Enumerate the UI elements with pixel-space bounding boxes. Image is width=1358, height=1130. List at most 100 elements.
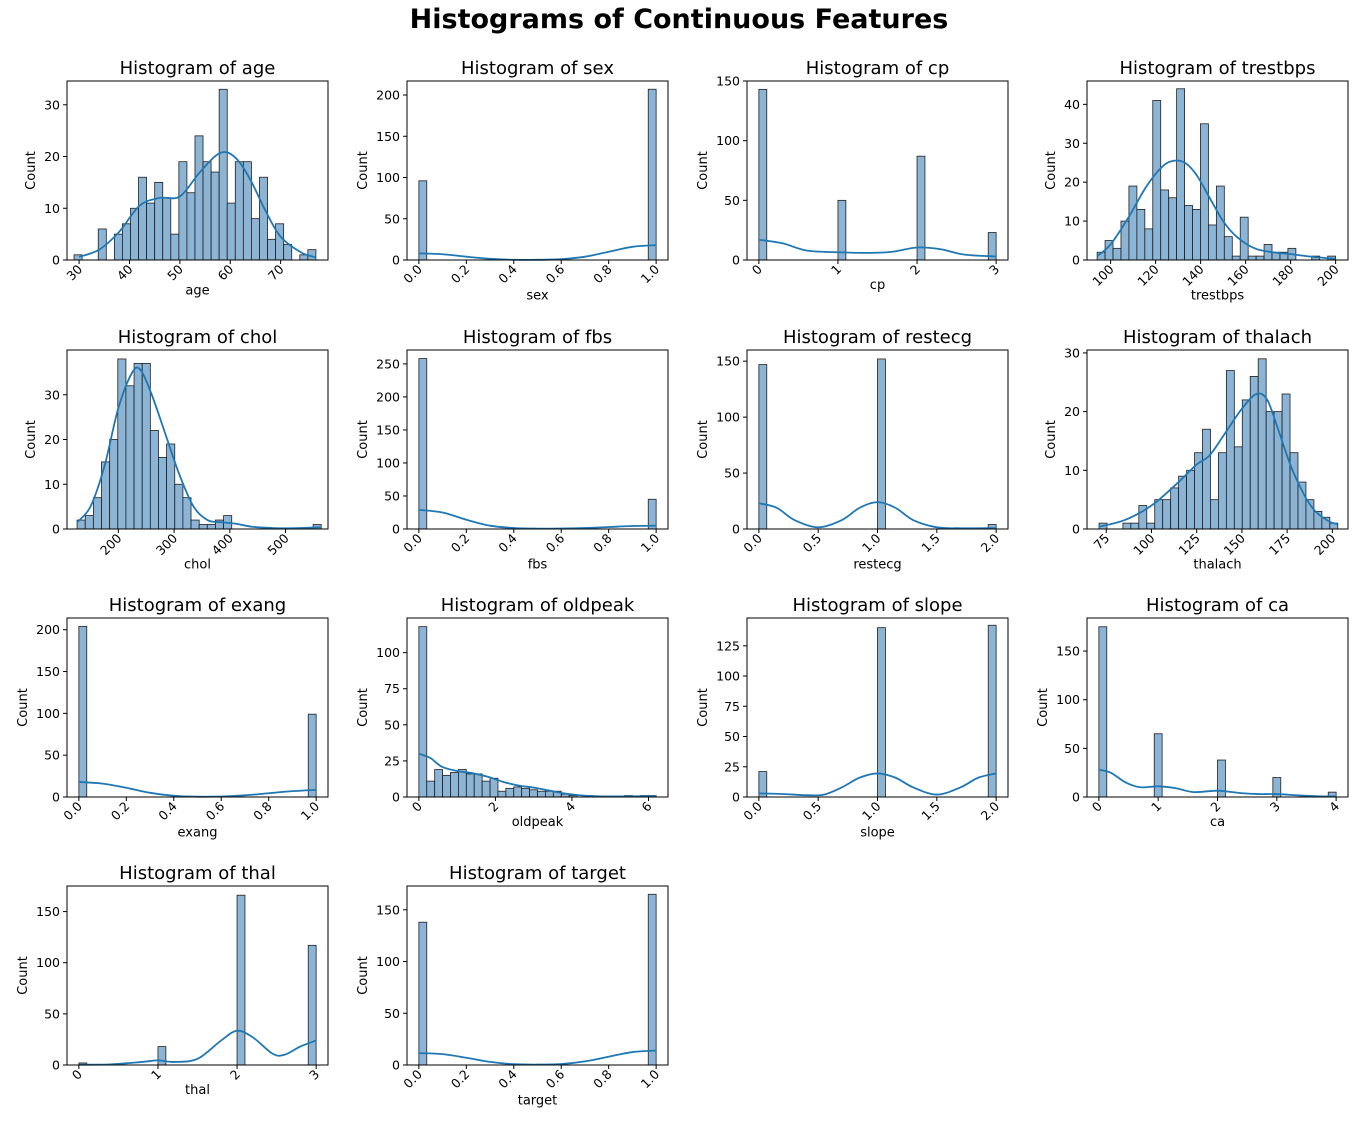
histogram-bar — [458, 769, 467, 798]
x-axis-label: ca — [1210, 815, 1225, 830]
histogram-bar — [226, 202, 236, 261]
y-tick-label: 0 — [52, 790, 60, 805]
x-tick-label: 0.2 — [448, 1067, 473, 1092]
subplot-title: Histogram of cp — [806, 58, 950, 79]
y-tick-label: 0 — [52, 522, 60, 537]
x-tick-label: 1.5 — [918, 799, 943, 824]
kde-line — [418, 752, 657, 798]
bars — [758, 88, 997, 261]
histogram-bar — [223, 515, 233, 530]
histogram-bar — [1281, 393, 1291, 530]
histogram-bar — [1176, 88, 1185, 261]
y-tick-label: 100 — [36, 706, 60, 721]
y-tick-label: 200 — [36, 622, 60, 637]
kde-line — [1096, 159, 1336, 260]
histogram-bar — [529, 789, 538, 798]
histogram-bar — [568, 795, 578, 798]
x-tick-label: 0.0 — [400, 1066, 425, 1091]
histogram-bar — [154, 181, 164, 261]
histogram-bar — [987, 624, 997, 798]
x-tick-label: 1.5 — [918, 531, 943, 556]
histogram-bar — [1239, 216, 1249, 261]
x-axis-label: thal — [185, 1083, 210, 1098]
x-tick-label: 100 — [1089, 261, 1117, 289]
histogram-bar — [194, 135, 204, 261]
kde-line — [76, 366, 322, 530]
bars — [418, 88, 657, 261]
histogram-bar — [122, 223, 131, 261]
histogram-bar — [275, 223, 285, 261]
x-tick-label: 0.0 — [740, 798, 765, 823]
histogram-bar — [1154, 499, 1164, 530]
x-tick-label: 200 — [1314, 261, 1342, 289]
x-tick-label: 500 — [264, 530, 292, 558]
x-tick-label: 200 — [1311, 530, 1339, 558]
y-tick-label: 50 — [384, 1006, 400, 1021]
y-tick-label: 150 — [1056, 644, 1080, 659]
subplot-title: Histogram of chol — [118, 327, 278, 348]
x-tick-label: 0 — [1089, 798, 1105, 814]
y-axis-label: Count — [356, 420, 371, 459]
histogram-bar — [505, 787, 515, 798]
y-tick-label: 100 — [716, 133, 740, 148]
histogram-bar — [647, 795, 657, 798]
kde-line — [758, 772, 997, 797]
histogram-bar — [117, 358, 127, 530]
x-tick-label: 125 — [1175, 531, 1202, 558]
axes-frame — [1086, 349, 1349, 530]
axes-frame — [406, 617, 669, 798]
histogram-bar — [1178, 475, 1187, 530]
histogram-bar — [647, 893, 657, 1066]
histogram-bar — [133, 363, 143, 530]
x-tick-label: 0.4 — [495, 1066, 520, 1091]
histogram-bar — [877, 627, 886, 798]
histogram-bar — [210, 171, 220, 261]
histogram-bar — [521, 787, 530, 798]
x-tick-label: 0.0 — [740, 530, 765, 555]
histogram-bar — [236, 894, 246, 1066]
kde-line — [418, 1049, 657, 1066]
y-axis-label: Count — [356, 688, 371, 727]
y-tick-label: 100 — [376, 954, 400, 969]
x-tick-label: 0.0 — [60, 798, 85, 823]
histogram-bar — [877, 358, 886, 530]
bars — [758, 358, 997, 530]
histogram-bar — [182, 497, 192, 530]
y-tick-label: 0 — [392, 522, 400, 537]
y-tick-label: 0 — [732, 253, 740, 268]
histogram-bar — [513, 786, 523, 798]
x-tick-label: 0.5 — [800, 531, 825, 556]
x-tick-label: 0 — [69, 1066, 85, 1082]
x-axis-label: sex — [526, 289, 549, 304]
y-tick-label: 150 — [36, 904, 60, 919]
x-tick-label: 0.5 — [800, 799, 825, 824]
histogram-bar — [267, 238, 276, 261]
subplot-title: Histogram of thal — [119, 863, 276, 884]
histogram-bar — [170, 233, 180, 261]
histogram-bar — [1152, 100, 1162, 261]
histogram-bar — [647, 498, 657, 530]
histogram-bar — [426, 780, 436, 798]
histogram-bar — [1305, 499, 1315, 530]
y-tick-label: 150 — [716, 354, 740, 369]
x-tick-label: 0.4 — [495, 530, 520, 555]
histogram-bar — [647, 88, 657, 261]
y-tick-label: 50 — [44, 1006, 60, 1021]
x-tick-label: 140 — [1179, 261, 1207, 289]
histogram-bar — [1297, 481, 1307, 530]
x-tick-label: 400 — [208, 530, 236, 558]
histogram-bar — [1162, 499, 1172, 530]
histogram-bar — [92, 497, 102, 530]
x-tick-label: 0.4 — [495, 261, 520, 286]
histogram-bar — [1215, 185, 1225, 261]
histogram-bar — [442, 774, 451, 798]
x-tick-label: 1.0 — [859, 798, 884, 823]
y-tick-label: 100 — [376, 170, 400, 185]
histogram-bar — [242, 161, 252, 261]
x-tick-label: 100 — [1130, 530, 1158, 558]
bars — [758, 624, 997, 798]
y-tick-label: 50 — [1064, 741, 1080, 756]
x-tick-label: 1 — [828, 262, 844, 278]
